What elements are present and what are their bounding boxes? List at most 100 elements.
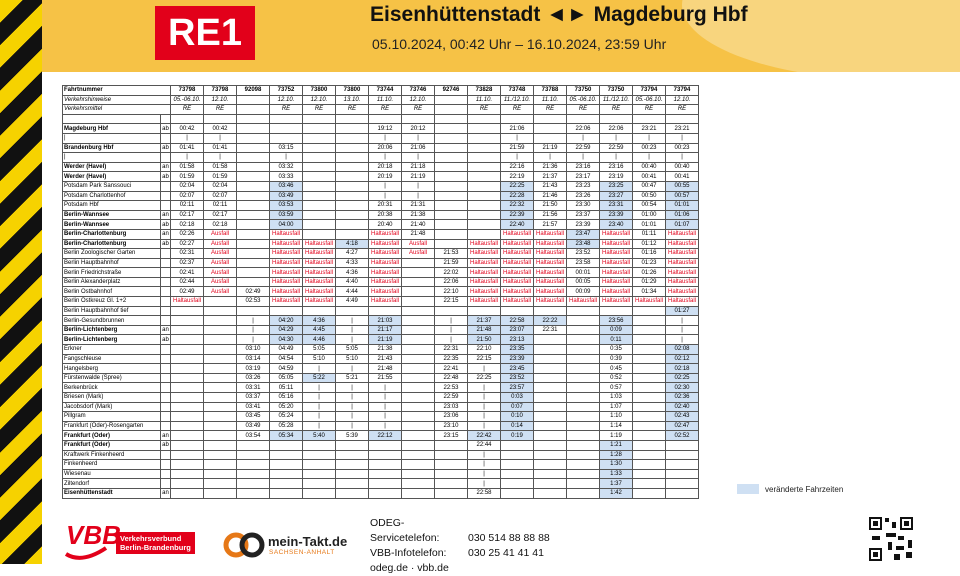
time-cell: 0:57	[599, 382, 634, 393]
header-label: Fahrtnummer	[61, 85, 172, 96]
meintakt-icon	[223, 532, 265, 558]
empty-cell	[401, 353, 436, 365]
empty-cell	[302, 142, 337, 154]
station-row: Finkenheerd | 1:30	[62, 459, 700, 470]
time-cell: 01:29	[632, 276, 667, 288]
empty-cell	[665, 449, 700, 461]
time-cell: RE	[566, 104, 601, 115]
empty-cell	[566, 344, 601, 355]
empty-cell	[401, 286, 436, 298]
station-name: |	[62, 152, 161, 163]
direction: ab	[159, 171, 172, 182]
direction: ab	[159, 123, 172, 134]
station-name: Berlin Ostkreuz Gl. 1+2	[62, 296, 161, 307]
time-cell: 02:26	[170, 228, 205, 240]
time-cell: 4:36	[335, 267, 370, 278]
time-cell: |	[665, 324, 700, 336]
cancelled-cell: Haltausfall	[269, 257, 304, 269]
time-cell: 23:16	[566, 161, 601, 173]
empty-cell	[159, 420, 172, 432]
empty-cell	[566, 382, 601, 393]
empty-cell	[159, 267, 172, 278]
contact-label: VBB-Infotelefon:	[370, 547, 447, 559]
time-cell: 20:38	[368, 209, 403, 221]
empty-cell	[269, 449, 304, 461]
cancelled-cell: Ausfall	[401, 248, 436, 259]
empty-cell	[566, 459, 601, 470]
empty-cell	[632, 439, 667, 451]
time-cell: |	[665, 152, 700, 163]
cancelled-cell: Haltausfall	[500, 296, 535, 307]
station-row: | | | | | | | | | |	[62, 132, 700, 144]
time-cell: 11.10.	[533, 94, 568, 106]
empty-cell	[434, 152, 469, 163]
empty-cell	[203, 420, 238, 432]
time-cell: 11.10.	[368, 94, 403, 106]
empty-cell	[434, 123, 469, 134]
empty-cell	[159, 190, 172, 202]
time-cell: 02:18	[203, 219, 238, 230]
time-cell: 73828	[467, 85, 502, 96]
time-cell: 23:26	[566, 190, 601, 202]
empty-cell	[203, 449, 238, 461]
direction: ab	[159, 334, 172, 346]
empty-cell	[401, 276, 436, 288]
time-cell: 21:36	[533, 161, 568, 173]
cancelled-cell: Haltausfall	[467, 286, 502, 298]
time-cell: 73800	[335, 85, 370, 96]
time-cell: 02:27	[170, 238, 205, 250]
empty-cell	[434, 487, 469, 499]
station-row: Brandenburg Hbf ab 01:41 01:41 03:15 20:06 21:…	[62, 142, 700, 154]
time-cell: 22:06	[566, 123, 601, 134]
time-cell: 21:56	[533, 209, 568, 221]
station-row: Berlin-Lichtenberg ab | 04:30 4:46 | 21:19 | 21:…	[62, 334, 700, 346]
station-name: Potsdam Park Sanssouci	[62, 180, 161, 192]
empty-cell	[302, 305, 337, 317]
station-name: Jacobsdorf (Mark)	[62, 401, 161, 413]
cancelled-cell: Haltausfall	[500, 228, 535, 240]
time-cell: 00:42	[203, 123, 238, 134]
time-cell: 20:31	[368, 200, 403, 211]
station-name: Berlin-Charlottenburg	[62, 238, 161, 250]
empty-cell	[533, 392, 568, 403]
empty-cell	[170, 382, 205, 393]
empty-cell	[434, 200, 469, 211]
time-cell: |	[467, 382, 502, 393]
changed-cell: 04:20	[269, 315, 304, 326]
empty-cell	[632, 478, 667, 489]
empty-cell	[236, 487, 271, 499]
station-row: Magdeburg Hbf ab 00:42 00:42 19:12 20:12 21:06…	[62, 123, 700, 134]
empty-cell	[533, 132, 568, 144]
time-cell: |	[467, 401, 502, 413]
empty-cell	[500, 487, 535, 499]
station-row: Berlin-Gesundbrunnen | 04:20 4:36 | 21:03 | 21:…	[62, 315, 700, 326]
empty-cell	[632, 487, 667, 499]
empty-cell	[632, 315, 667, 326]
direction: ab	[159, 238, 172, 250]
time-cell: |	[500, 132, 535, 144]
empty-cell	[236, 468, 271, 480]
cancelled-cell: Haltausfall	[665, 248, 700, 259]
time-cell: 23:30	[566, 200, 601, 211]
station-name: Frankfurt (Oder)-Rosengarten	[62, 420, 161, 432]
vbb-line: Verkehrsverbund	[120, 534, 182, 543]
empty-cell	[665, 439, 700, 451]
empty-cell	[665, 468, 700, 480]
empty-cell	[170, 420, 205, 432]
vbb-line: Berlin-Brandenburg	[120, 543, 191, 552]
changed-cell: 23:52	[500, 372, 535, 384]
empty-cell	[500, 459, 535, 470]
time-cell: 03:41	[236, 401, 271, 413]
time-cell: RE	[302, 104, 337, 115]
empty-cell	[533, 353, 568, 365]
station-row: Briesen (Mark) 03:37 05:16 | | | 22:59 | 0:03 1:0…	[62, 392, 700, 403]
time-cell: 01:00	[632, 209, 667, 221]
empty-cell	[236, 238, 271, 250]
cancelled-cell: Ausfall	[203, 257, 238, 269]
empty-cell	[203, 392, 238, 403]
empty-cell	[467, 180, 502, 192]
changed-cell: 03:53	[269, 200, 304, 211]
time-cell: 73798	[203, 85, 238, 96]
time-cell: |	[368, 180, 403, 192]
empty-cell	[159, 315, 172, 326]
